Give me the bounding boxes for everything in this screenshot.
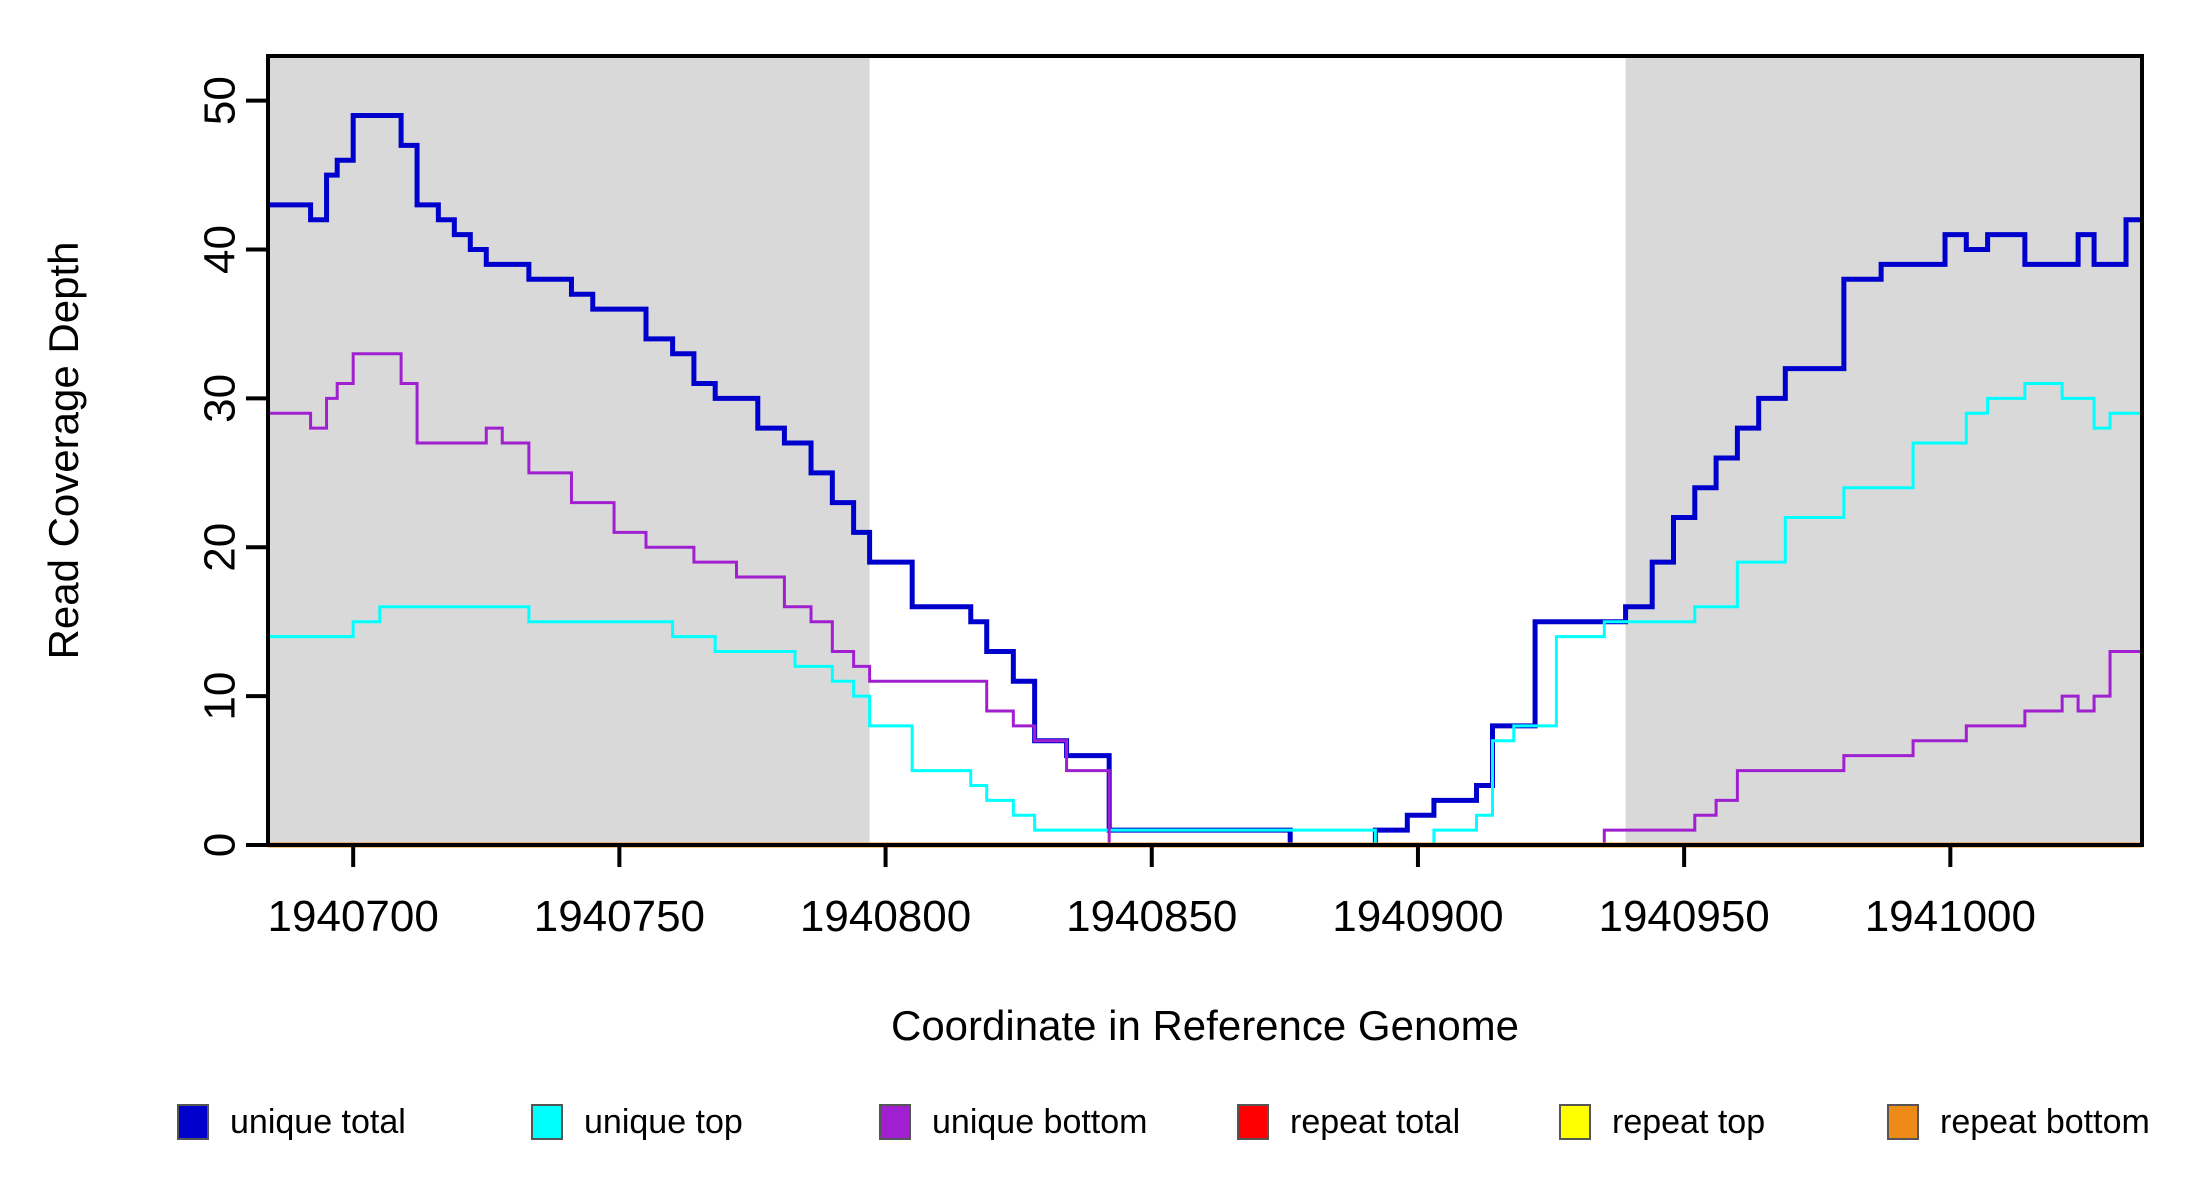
legend-swatch — [1559, 1104, 1591, 1140]
y-tick-label: 50 — [196, 76, 245, 125]
legend-label: repeat total — [1290, 1103, 1460, 1141]
y-tick-label: 30 — [196, 374, 245, 423]
legend-layer: unique total unique top unique bottom repea… — [177, 1103, 2150, 1141]
legend-item[interactable]: unique total — [177, 1103, 406, 1141]
legend-item[interactable]: repeat total — [1237, 1103, 1460, 1141]
shaded-region — [1625, 56, 2142, 845]
x-tick-label: 1940800 — [800, 892, 971, 941]
y-tick-label: 10 — [196, 672, 245, 721]
legend-item[interactable]: repeat bottom — [1887, 1103, 2150, 1141]
x-tick-label: 1941000 — [1865, 892, 2036, 941]
series-line-unique-total — [268, 113, 2142, 848]
x-tick-label: 1940950 — [1598, 892, 1769, 941]
legend-item[interactable]: unique bottom — [879, 1103, 1148, 1141]
legend-swatch — [1237, 1104, 1269, 1140]
legend-label: repeat bottom — [1940, 1103, 2150, 1141]
legend-swatch — [1887, 1104, 1919, 1140]
legend-label: unique bottom — [932, 1103, 1148, 1141]
y-tick-label: 0 — [196, 833, 245, 857]
y-axis-title: Read Coverage Depth — [40, 242, 87, 660]
x-tick-label: 1940850 — [1066, 892, 1237, 941]
x-tick-label: 1940750 — [534, 892, 705, 941]
legend-swatch — [177, 1104, 209, 1140]
legend-item[interactable]: repeat top — [1559, 1103, 1765, 1141]
legend-swatch — [879, 1104, 911, 1140]
plot-border — [266, 54, 2144, 847]
x-tick-label: 1940700 — [268, 892, 439, 941]
legend-label: repeat top — [1612, 1103, 1765, 1141]
shaded-regions-layer — [268, 56, 2142, 845]
legend-label: unique total — [230, 1103, 406, 1141]
legend-item[interactable]: unique top — [531, 1103, 743, 1141]
legend-label: unique top — [584, 1103, 743, 1141]
x-tick-label: 1940900 — [1332, 892, 1503, 941]
series-line-unique-bottom — [268, 352, 2142, 847]
legend-swatch — [531, 1104, 563, 1140]
shaded-region — [268, 56, 870, 845]
axes-layer — [246, 54, 2144, 867]
axis-labels-layer: 1940700 1940750 1940800 1940850 1940900 19409… — [40, 76, 2036, 1049]
series-line-unique-top — [268, 382, 2142, 847]
x-axis-title: Coordinate in Reference Genome — [891, 1002, 1519, 1049]
y-tick-label: 40 — [196, 225, 245, 274]
y-tick-label: 20 — [196, 523, 245, 572]
